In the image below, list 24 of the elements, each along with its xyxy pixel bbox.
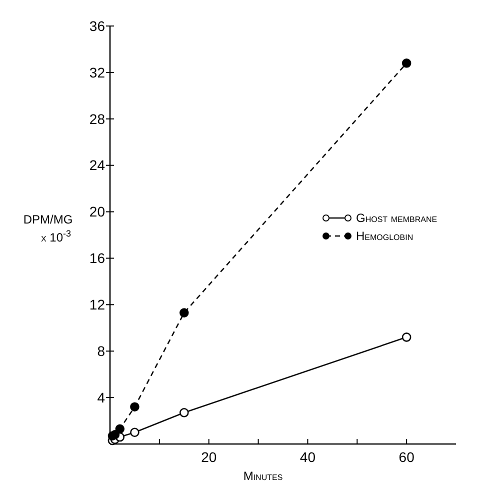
y-tick-label: 36 [89,18,106,34]
x-tick-label: 40 [300,449,316,465]
point [179,308,189,318]
legend-label: Hemoglobin [356,229,414,244]
point [402,332,412,342]
y-tick-label: 32 [89,64,106,80]
y-tick-label: 24 [89,157,106,174]
y-tick-label: 12 [89,296,106,313]
y-tick-label: 16 [89,250,106,266]
point [130,402,140,412]
point [130,428,140,438]
y-tick-label: 4 [97,389,106,406]
y-tick-label: 28 [89,110,106,127]
point [179,408,189,418]
x-tick-label: 20 [201,449,217,465]
point [110,430,120,440]
point [115,424,125,434]
x-tick-label: 60 [398,449,415,465]
y-tick-label: 20 [89,204,106,220]
x-axis-title: Minutes [243,469,283,483]
y-tick-label: 8 [97,343,106,360]
point [402,58,412,68]
y-axis-title: DPM/MG x 10$^{-3}$ [23,212,73,244]
legend-label: Ghost membrane [356,211,438,226]
